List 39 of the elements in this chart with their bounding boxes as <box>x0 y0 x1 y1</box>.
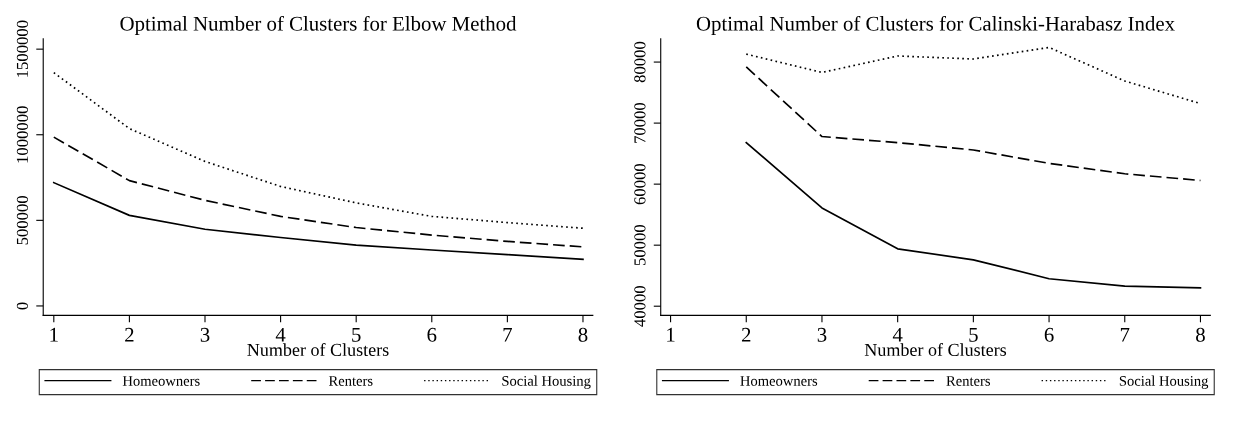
x-tick-label: 3 <box>817 327 827 342</box>
line-series <box>52 181 584 261</box>
line-series <box>52 71 584 230</box>
x-axis-title: Number of Clusters <box>864 343 1007 356</box>
x-tick-label: 5 <box>352 327 361 342</box>
y-tick-label: 60000 <box>634 163 646 205</box>
chart-title: Optimal Number of Clusters for Elbow Method <box>120 15 517 35</box>
legend-label: Renters <box>946 376 991 386</box>
x-tick-label: 4 <box>892 327 903 342</box>
x-tick-label: 6 <box>1044 327 1054 342</box>
x-tick-label: 1 <box>667 327 675 342</box>
y-tick-label: 70000 <box>634 102 646 143</box>
x-tick-label: 2 <box>125 327 134 342</box>
y-tick-label: 500000 <box>16 195 29 245</box>
legend-label: Social Housing <box>1119 375 1209 389</box>
y-tick-label: 50000 <box>634 224 646 266</box>
x-tick-label: 1 <box>50 327 58 342</box>
legend-label: Renters <box>328 376 373 386</box>
legend-label: Homeowners <box>740 376 818 386</box>
y-tick-label: 1500000 <box>16 20 29 77</box>
x-tick-label: 6 <box>427 327 437 342</box>
legend-label: Social Housing <box>502 375 591 389</box>
x-tick-label: 8 <box>578 327 588 342</box>
line-series <box>745 141 1202 289</box>
x-tick-label: 2 <box>741 327 751 342</box>
x-tick-label: 8 <box>1196 327 1205 342</box>
x-tick-label: 7 <box>1120 327 1130 342</box>
y-tick-label: 40000 <box>634 286 646 327</box>
y-tick-label: 80000 <box>634 41 646 83</box>
y-tick-label: 0 <box>16 302 29 310</box>
x-axis-title: Number of Clusters <box>247 343 389 356</box>
x-tick-label: 7 <box>503 327 512 342</box>
chart-title: Optimal Number of Clusters for Calinski-Harabasz Index <box>696 15 1175 35</box>
legend-label: Homeowners <box>122 376 200 386</box>
line-series <box>52 136 584 248</box>
y-tick-label: 1000000 <box>16 106 29 163</box>
x-tick-label: 3 <box>200 327 210 342</box>
x-tick-label: 4 <box>275 327 286 342</box>
x-tick-label: 5 <box>969 327 978 342</box>
